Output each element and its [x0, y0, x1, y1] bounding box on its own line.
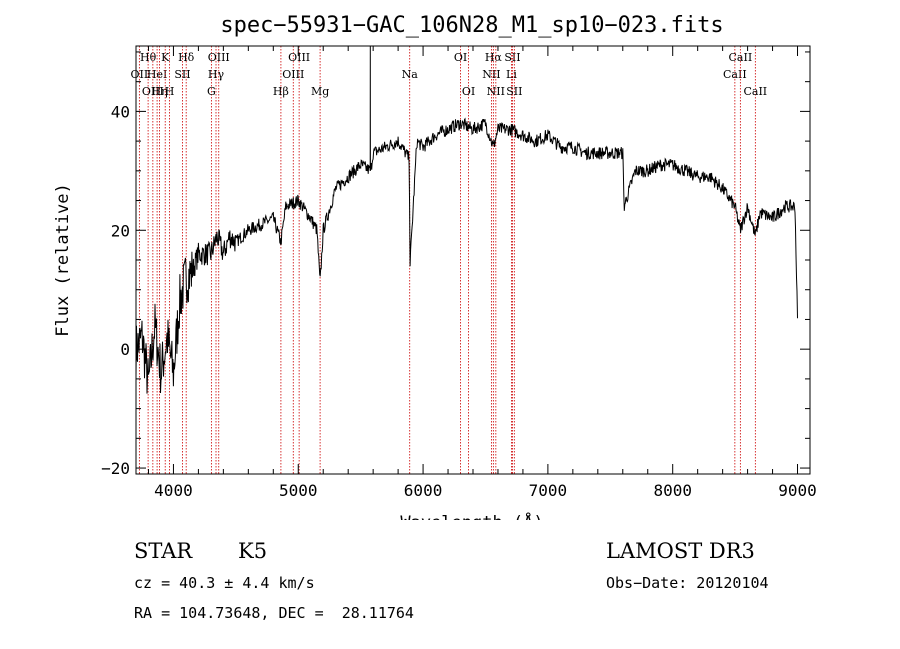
spectral-line-label: Hθ	[140, 51, 157, 64]
spectral-line-label: OIII	[282, 68, 304, 81]
spectrum-layer	[135, 45, 798, 394]
spectral-line-label: SII	[504, 51, 520, 64]
spectral-line-label: Hγ	[208, 68, 225, 81]
spectral-line-label: Hβ	[273, 85, 289, 98]
spectral-line-label: OII	[131, 68, 149, 81]
spectral-line-label: CaII	[729, 51, 753, 64]
spectral-line-label: SII	[174, 68, 190, 81]
x-axis-label: Wavelength (Å)	[400, 511, 543, 520]
spectral-line-label: OIII	[142, 85, 164, 98]
spectral-line-label: CaII	[723, 68, 747, 81]
spectrum-chart: spec−55931−GAC_106N28_M1_sp10−023.fits O…	[53, 13, 817, 520]
object-class: STAR	[134, 539, 193, 563]
x-tick-label: 8000	[653, 481, 692, 500]
coordinates-text: RA = 104.73648, DEC = 28.11764	[134, 604, 414, 622]
x-tick-label: 6000	[404, 481, 443, 500]
spectral-line-label: OIII	[288, 51, 310, 64]
y-tick-label: 40	[111, 102, 130, 121]
spectrum-series-line	[135, 45, 798, 394]
axis-ticks: 4000 5000 6000 7000 8000 9000 −20 0 20 40	[101, 46, 817, 500]
spectral-line-label: NII	[487, 85, 505, 98]
spectral-line-label: OI	[462, 85, 475, 98]
spectral-line-label: H	[165, 85, 175, 98]
object-subclass: K5	[238, 539, 268, 563]
y-axis-label: Flux (relative)	[53, 183, 73, 337]
x-tick-label: 9000	[778, 481, 817, 500]
observation-date: Obs−Date: 20120104	[606, 574, 769, 592]
x-tick-label: 4000	[154, 481, 193, 500]
spectral-line-label: HeI	[147, 68, 167, 81]
survey-name: LAMOST DR3	[606, 539, 755, 563]
spectral-line-label: Hη	[151, 85, 167, 98]
y-tick-label: −20	[101, 459, 130, 478]
y-tick-label: 20	[111, 221, 130, 240]
x-tick-label: 5000	[279, 481, 318, 500]
spectral-line-label: OIII	[208, 51, 230, 64]
spectral-line-label: Hα	[485, 51, 503, 64]
spectral-line-label: SII	[506, 85, 522, 98]
spectral-line-label: Li	[506, 68, 517, 81]
spectral-line-label: OI	[454, 51, 467, 64]
chart-title: spec−55931−GAC_106N28_M1_sp10−023.fits	[220, 13, 723, 38]
plot-frame	[135, 45, 811, 475]
spectral-line-label: Hδ	[178, 51, 195, 64]
spectral-line-label: G	[207, 85, 216, 98]
spectral-lines-layer: OII Hθ OIII HeI Hη K H SII Hδ G Hγ OIII Hβ OIII OIII Mg…	[131, 46, 767, 474]
spectral-line-label: CaII	[743, 85, 767, 98]
spectral-line-label: Mg	[311, 85, 329, 98]
spectral-line-label: Na	[402, 68, 419, 81]
spectral-line-label: NII	[482, 68, 500, 81]
redshift-text: cz = 40.3 ± 4.4 km/s	[134, 574, 315, 592]
spectral-line-label: K	[161, 51, 170, 64]
x-tick-label: 7000	[529, 481, 568, 500]
y-tick-label: 0	[120, 340, 130, 359]
